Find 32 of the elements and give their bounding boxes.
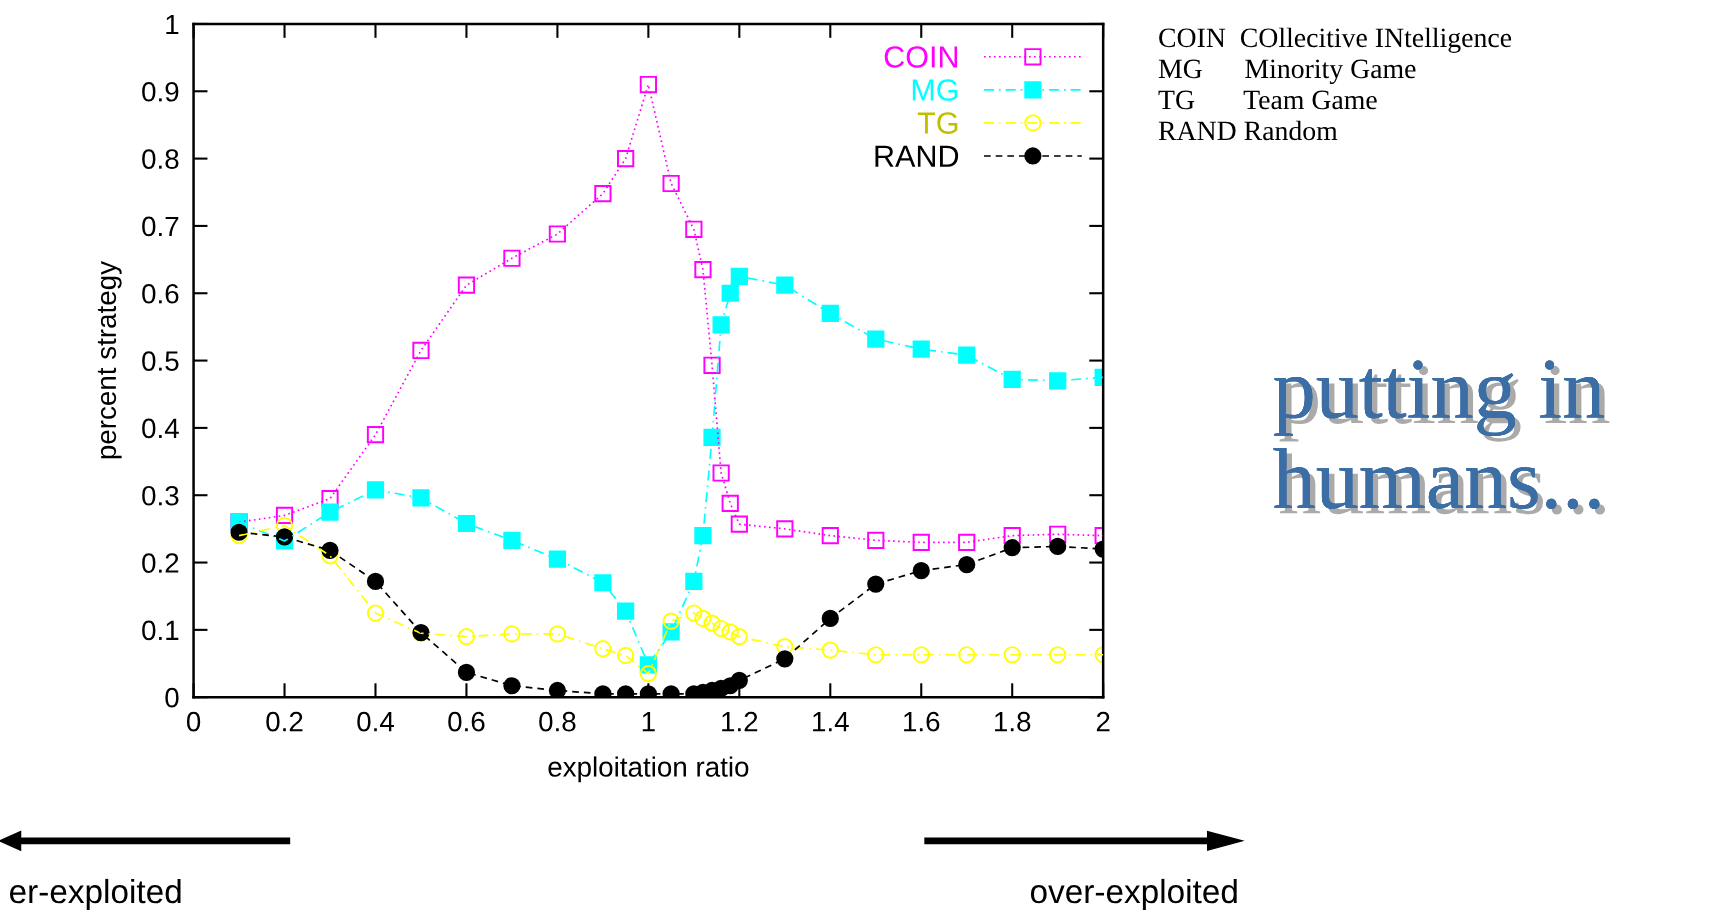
x-tick-label: 0 bbox=[186, 711, 201, 732]
y-tick-label: 0.7 bbox=[142, 216, 179, 237]
y-tick-label: 0.8 bbox=[142, 149, 179, 169]
y-tick-label: 0.3 bbox=[142, 485, 179, 506]
x-tick-label: 1.8 bbox=[995, 711, 1031, 732]
legend-label: TG bbox=[917, 112, 958, 134]
y-tick-label: 0.9 bbox=[142, 81, 179, 102]
y-axis-title: percent strategy bbox=[97, 261, 122, 459]
y-tick-label: 0.6 bbox=[142, 283, 179, 304]
x-tick-label: 1.4 bbox=[813, 712, 849, 732]
y-tick-label: 0.5 bbox=[142, 351, 179, 371]
x-tick-label: 1.2 bbox=[722, 711, 758, 732]
x-tick-label: 1.6 bbox=[904, 711, 940, 732]
x-tick-label: 2 bbox=[1096, 711, 1110, 732]
x-axis-title: exploitation ratio bbox=[548, 756, 749, 783]
text: COIN COllecitive INtelligence MG Minority Game TG Team Game RAND Random bbox=[1158, 27, 1512, 141]
y-tick-label: 1 bbox=[166, 14, 179, 35]
y-tick-label: 0 bbox=[165, 687, 179, 708]
legend-label: RAND bbox=[875, 145, 959, 167]
text: putting in humans... bbox=[1273, 360, 1610, 515]
legend-label: MG bbox=[912, 79, 958, 101]
legend-label: COIN bbox=[884, 46, 958, 68]
x-tick-label: 0.2 bbox=[266, 711, 303, 732]
text: over-exploited bbox=[1030, 878, 1237, 910]
text: er-exploited bbox=[9, 878, 181, 910]
x-tick-label: 0.4 bbox=[357, 711, 394, 732]
x-tick-label: 1 bbox=[642, 712, 655, 732]
y-tick-label: 0.4 bbox=[142, 418, 179, 439]
x-tick-label: 0.6 bbox=[448, 711, 485, 732]
y-tick-label: 0.2 bbox=[142, 553, 179, 573]
y-tick-label: 0.1 bbox=[142, 620, 179, 641]
x-tick-label: 0.8 bbox=[539, 711, 576, 732]
